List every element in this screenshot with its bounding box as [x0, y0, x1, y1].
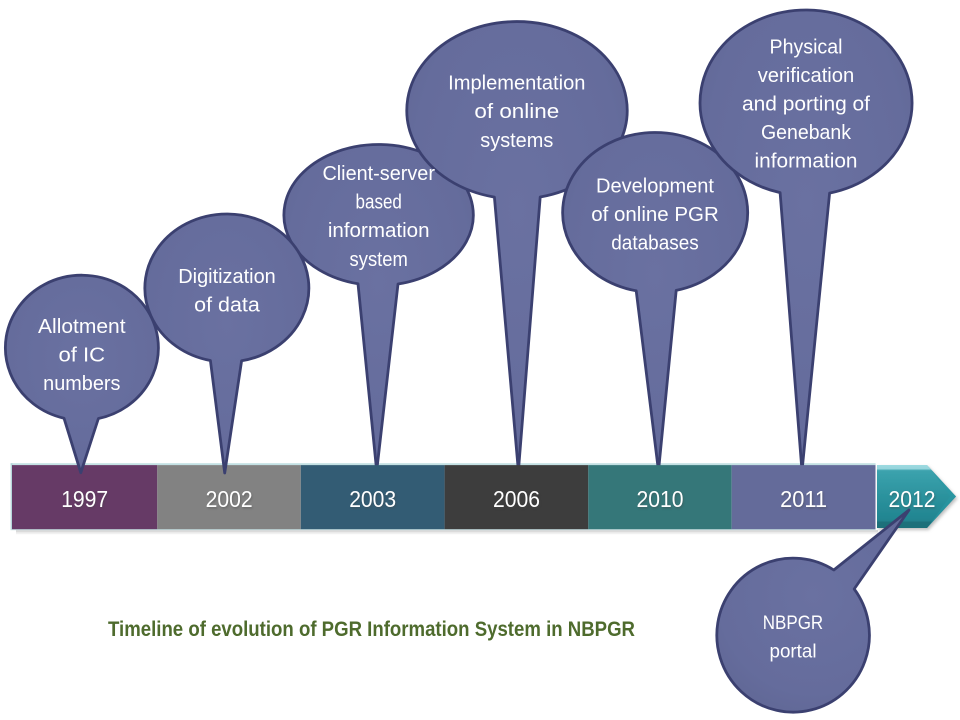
svg-text:2003: 2003 — [349, 486, 396, 512]
svg-text:2011: 2011 — [780, 486, 827, 512]
svg-text:2010: 2010 — [637, 486, 684, 512]
svg-text:2012: 2012 — [889, 486, 936, 512]
svg-text:Timeline of evolution of PGR I: Timeline of evolution of PGR Information… — [108, 618, 635, 641]
svg-text:1997: 1997 — [61, 486, 108, 512]
svg-text:2006: 2006 — [493, 486, 540, 512]
svg-text:2002: 2002 — [206, 486, 253, 512]
